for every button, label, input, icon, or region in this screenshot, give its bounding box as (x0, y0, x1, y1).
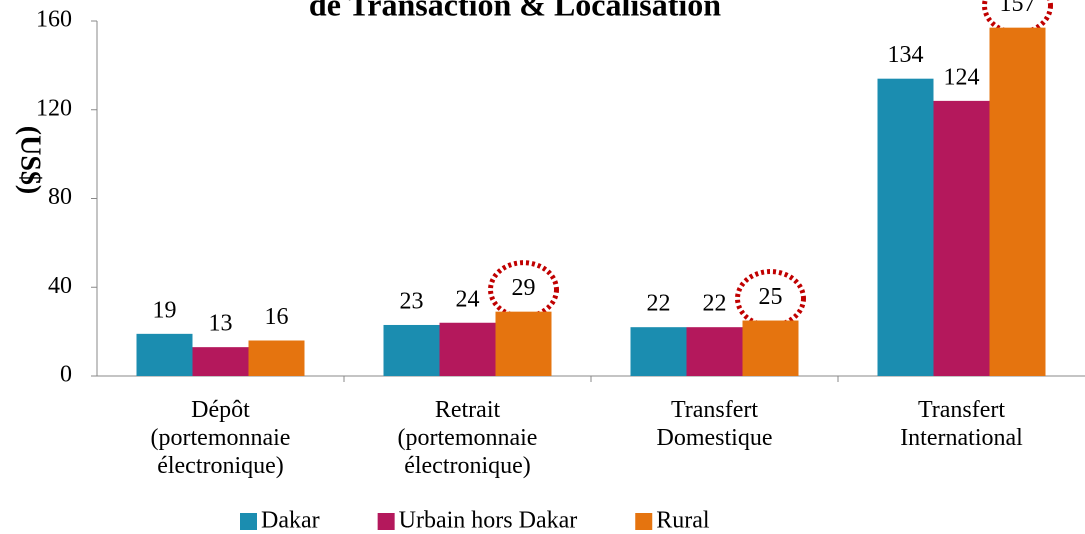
legend-label: Urbain hors Dakar (399, 508, 578, 534)
bar (933, 100, 990, 376)
value-label: 22 (703, 291, 727, 317)
value-label: 13 (209, 311, 233, 337)
value-label: 24 (456, 286, 480, 312)
bar (742, 320, 799, 376)
highlight-circle (488, 260, 559, 320)
value-label: 124 (944, 64, 980, 90)
bar (192, 347, 249, 376)
y-tick-label: 160 (36, 7, 72, 33)
y-tick-label: 120 (36, 95, 72, 121)
legend-swatch (377, 513, 395, 530)
value-label: 134 (888, 42, 924, 68)
bar (439, 322, 496, 376)
x-tick-label: Transfert International (900, 397, 1023, 451)
bar (686, 327, 743, 376)
bar (877, 78, 934, 376)
chart-title: de Transaction & Localisation (309, 0, 721, 22)
value-label: 22 (647, 291, 671, 317)
bar (383, 324, 440, 376)
bar (248, 340, 305, 376)
legend-label: Rural (656, 508, 710, 534)
bar (989, 27, 1046, 376)
bar (136, 333, 193, 376)
highlight-circles (488, 0, 1053, 329)
value-label: 29 (512, 275, 536, 301)
x-tick-label: Dépôt (portemonnaie électronique) (150, 397, 291, 479)
x-tick-label: Transfert Domestique (656, 397, 773, 451)
legend-label: Dakar (261, 508, 320, 534)
bar (495, 311, 552, 376)
y-axis-label: (US$) (15, 126, 46, 194)
legend-swatch (240, 513, 257, 530)
value-label: 16 (265, 304, 289, 330)
value-label: 25 (759, 284, 783, 310)
highlight-circle (735, 269, 806, 329)
x-tick-label: Retrait (portemonnaie électronique) (397, 397, 538, 479)
bar (630, 327, 687, 376)
legend-swatch (635, 513, 653, 530)
highlight-circle (982, 0, 1053, 36)
value-label: 157 (1000, 0, 1036, 17)
value-label: 23 (400, 288, 424, 314)
y-tick-label: 80 (48, 184, 72, 210)
y-tick-label: 0 (60, 362, 72, 388)
y-tick-label: 40 (48, 273, 72, 299)
value-label: 19 (153, 297, 177, 323)
